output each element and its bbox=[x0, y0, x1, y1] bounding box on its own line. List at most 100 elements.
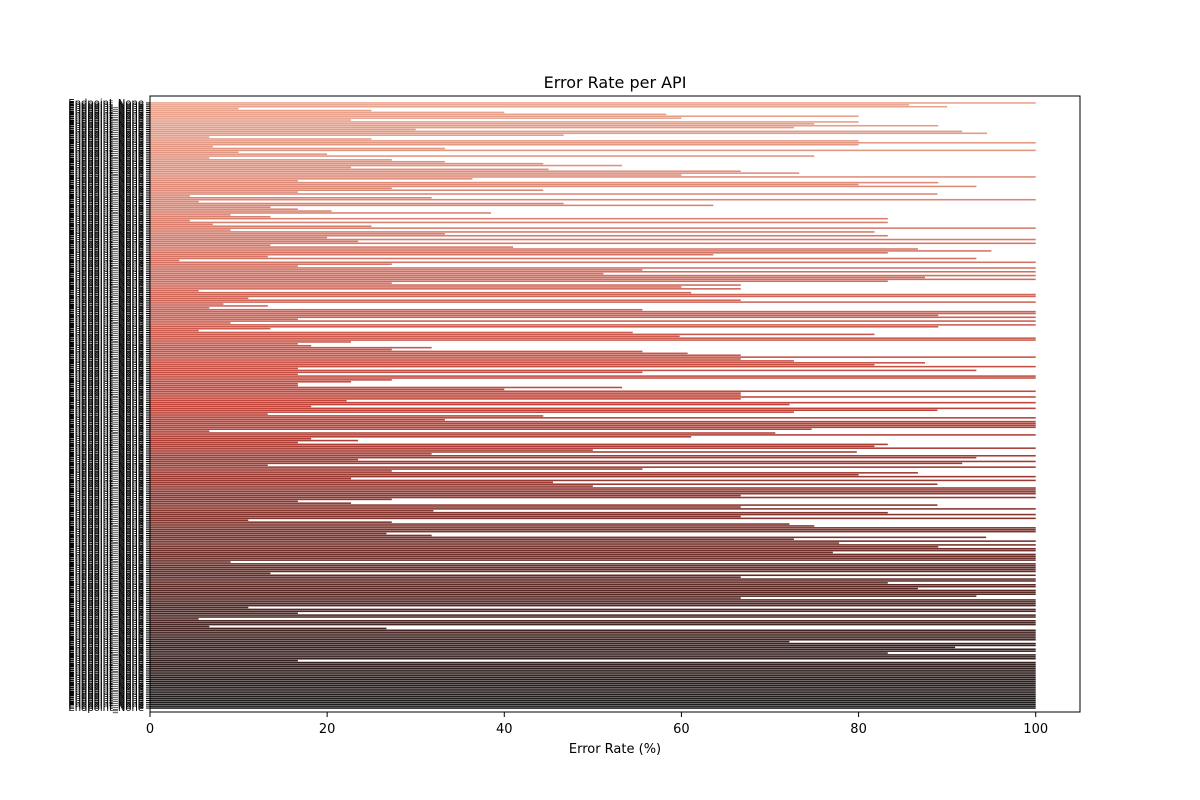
bar bbox=[150, 479, 1036, 482]
bar bbox=[150, 521, 392, 523]
y-tick-label: Endpoint_None bbox=[68, 223, 144, 234]
y-tick-label: Endpoint_None bbox=[68, 546, 144, 557]
y-tick-label: Endpoint_None bbox=[68, 231, 144, 242]
bar bbox=[150, 265, 298, 267]
y-tick-label: Endpoint_None bbox=[68, 284, 144, 295]
bar bbox=[150, 547, 1036, 550]
y-tick-label: Endpoint_None bbox=[68, 195, 144, 206]
bar bbox=[150, 437, 312, 440]
bar bbox=[150, 616, 1036, 618]
bar bbox=[150, 234, 888, 237]
bar bbox=[150, 638, 1036, 641]
bar bbox=[150, 377, 1036, 379]
bar bbox=[150, 178, 473, 180]
y-tick-label: Endpoint_None bbox=[68, 276, 144, 287]
y-tick-label: Endpoint_None bbox=[68, 633, 144, 644]
y-tick-label: Endpoint_None bbox=[68, 106, 144, 117]
y-tick-label: Endpoint_None bbox=[68, 544, 144, 555]
y-tick-label: Endpoint_None bbox=[68, 185, 144, 196]
y-tick-label: Endpoint_None bbox=[68, 568, 144, 579]
y-tick-label: Endpoint_None bbox=[68, 398, 144, 409]
bar bbox=[150, 204, 714, 207]
bar bbox=[150, 684, 1036, 687]
bar bbox=[150, 498, 392, 501]
bar bbox=[150, 223, 213, 226]
y-tick-label: Endpoint_None bbox=[68, 475, 144, 486]
y-tick-label: Endpoint_None bbox=[68, 316, 144, 327]
bar bbox=[150, 187, 392, 190]
y-tick-label: Endpoint_None bbox=[68, 407, 144, 418]
bar bbox=[150, 147, 445, 150]
y-tick-label: Endpoint_None bbox=[68, 460, 144, 471]
y-tick-label: Endpoint_None bbox=[68, 669, 144, 680]
y-tick-label: Endpoint_None bbox=[68, 690, 144, 701]
bar bbox=[150, 257, 977, 260]
bar bbox=[150, 107, 239, 110]
y-tick-label: Endpoint_None bbox=[68, 529, 144, 540]
bar bbox=[150, 248, 918, 250]
bar bbox=[150, 174, 682, 176]
bar bbox=[150, 307, 210, 309]
y-tick-label: Endpoint_None bbox=[68, 348, 144, 359]
y-tick-label: Endpoint_None bbox=[68, 498, 144, 509]
y-tick-label: Endpoint_None bbox=[68, 589, 144, 600]
bar bbox=[150, 362, 925, 364]
bar bbox=[150, 360, 794, 362]
bar bbox=[150, 610, 1036, 613]
bar bbox=[150, 640, 790, 643]
y-tick-label: Endpoint_None bbox=[68, 625, 144, 636]
bar bbox=[150, 654, 1036, 656]
y-tick-label: Endpoint_None bbox=[68, 326, 144, 337]
y-tick-label: Endpoint_None bbox=[68, 540, 144, 551]
bar bbox=[150, 310, 1036, 313]
y-tick-label: Endpoint_None bbox=[68, 371, 144, 382]
bar bbox=[150, 320, 1036, 322]
y-tick-label: Endpoint_None bbox=[68, 400, 144, 411]
y-tick-label: Endpoint_None bbox=[68, 263, 144, 274]
y-tick-label: Endpoint_None bbox=[68, 183, 144, 194]
bar bbox=[150, 246, 514, 248]
bar bbox=[150, 644, 1036, 647]
bar bbox=[150, 688, 1036, 690]
y-tick-label: Endpoint_None bbox=[68, 107, 144, 118]
bar bbox=[150, 620, 1036, 622]
y-tick-label: Endpoint_None bbox=[68, 629, 144, 640]
y-tick-label: Endpoint_None bbox=[68, 151, 144, 162]
y-tick-label: Endpoint_None bbox=[68, 333, 144, 344]
bar bbox=[150, 559, 1036, 561]
y-tick-label: Endpoint_None bbox=[68, 227, 144, 238]
y-tick-label: Endpoint_None bbox=[68, 221, 144, 232]
bar bbox=[150, 591, 1036, 594]
bar bbox=[150, 629, 1036, 632]
bar bbox=[150, 329, 199, 332]
y-tick-label: Endpoint_None bbox=[68, 494, 144, 505]
y-tick-label: Endpoint_None bbox=[68, 549, 144, 560]
bar bbox=[150, 215, 271, 218]
y-tick-label: Endpoint_None bbox=[68, 197, 144, 208]
y-tick-label: Endpoint_None bbox=[68, 451, 144, 462]
bar bbox=[150, 528, 1036, 531]
y-tick-label: Endpoint_None bbox=[68, 464, 144, 475]
y-tick-label: Endpoint_None bbox=[68, 214, 144, 225]
bar bbox=[150, 487, 1036, 489]
y-tick-label: Endpoint_None bbox=[68, 121, 144, 132]
bar bbox=[150, 326, 939, 328]
bar bbox=[150, 578, 1036, 580]
bar bbox=[150, 155, 815, 157]
y-tick-label: Endpoint_None bbox=[68, 659, 144, 670]
y-tick-label: Endpoint_None bbox=[68, 472, 144, 483]
y-tick-label: Endpoint_None bbox=[68, 479, 144, 490]
bar bbox=[150, 527, 1036, 529]
bar bbox=[150, 286, 682, 288]
y-tick-label: Endpoint_None bbox=[68, 272, 144, 283]
y-tick-label: Endpoint_None bbox=[68, 477, 144, 488]
bar bbox=[150, 276, 925, 279]
y-tick-label: Endpoint_None bbox=[68, 658, 144, 669]
y-tick-label: Endpoint_None bbox=[68, 375, 144, 386]
bar bbox=[150, 225, 372, 228]
bar bbox=[150, 164, 623, 167]
bar bbox=[150, 443, 888, 446]
bar bbox=[150, 492, 1036, 495]
y-tick-label: Endpoint_None bbox=[68, 288, 144, 299]
y-tick-label: Endpoint_None bbox=[68, 409, 144, 420]
